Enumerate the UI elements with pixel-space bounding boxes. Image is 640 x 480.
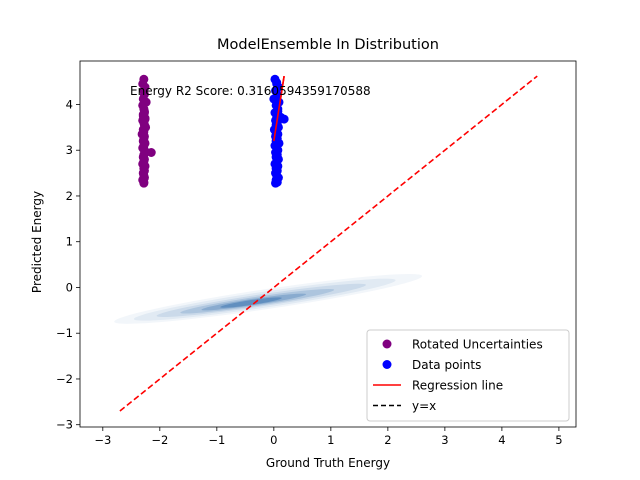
density-level-5 — [220, 297, 282, 308]
legend: Rotated Uncertainties Data points Regressi… — [366, 329, 570, 422]
y-tick-label: 0 — [66, 280, 73, 294]
density-level-0 — [114, 273, 423, 324]
x-tick-label: 2 — [384, 433, 391, 447]
legend-label: Rotated Uncertainties — [412, 338, 543, 352]
legend-label: y=x — [412, 399, 436, 413]
legend-label: Data points — [412, 358, 481, 372]
r2-score-annotation: Energy R2 Score: 0.3160594359170588 — [130, 84, 371, 98]
rotated-uncertainty-point — [146, 148, 156, 157]
identity-line — [119, 75, 538, 412]
x-tick-label: 5 — [555, 433, 562, 447]
x-tick-label: 4 — [498, 433, 505, 447]
legend-marker — [382, 360, 392, 369]
x-tick-label: −2 — [151, 433, 168, 447]
x-tick-label: 0 — [270, 433, 277, 447]
data-point — [272, 78, 282, 88]
y-tick-label: 4 — [66, 97, 73, 111]
x-tick-label: 1 — [327, 433, 334, 447]
chart-title: ModelEnsemble In Distribution — [217, 37, 439, 53]
legend-box — [366, 329, 570, 422]
y-axis-label: Predicted Energy — [30, 191, 44, 293]
y-tick-label: 2 — [66, 189, 73, 203]
density-level-4 — [201, 293, 307, 311]
rotated-uncertainty-point — [139, 178, 149, 188]
data-point — [271, 178, 281, 188]
x-tick-label: −1 — [208, 433, 225, 447]
axes-frame — [79, 60, 577, 428]
density-level-2 — [156, 283, 366, 318]
rotated-uncertainty-point — [139, 117, 149, 127]
x-tick-label: 3 — [441, 433, 448, 447]
y-tick-label: −1 — [56, 326, 73, 340]
y-tick-label: 3 — [66, 143, 73, 157]
regression-line-overlay — [273, 75, 285, 142]
legend-marker — [382, 339, 392, 349]
y-tick-label: 1 — [66, 235, 73, 249]
rotated-uncertainty-point — [139, 106, 149, 116]
x-axis-label: Ground Truth Energy — [266, 456, 390, 470]
y-tick-label: −3 — [56, 418, 73, 432]
legend-label: Regression line — [412, 379, 503, 393]
y-tick-label: −2 — [56, 372, 73, 386]
plot-area: −3 −2 −1 0 1 2 3 4 5 −3 −2 −1 0 1 2 3 4 — [56, 60, 577, 447]
density-level-1 — [133, 278, 396, 321]
x-tick-label: −3 — [94, 433, 111, 447]
